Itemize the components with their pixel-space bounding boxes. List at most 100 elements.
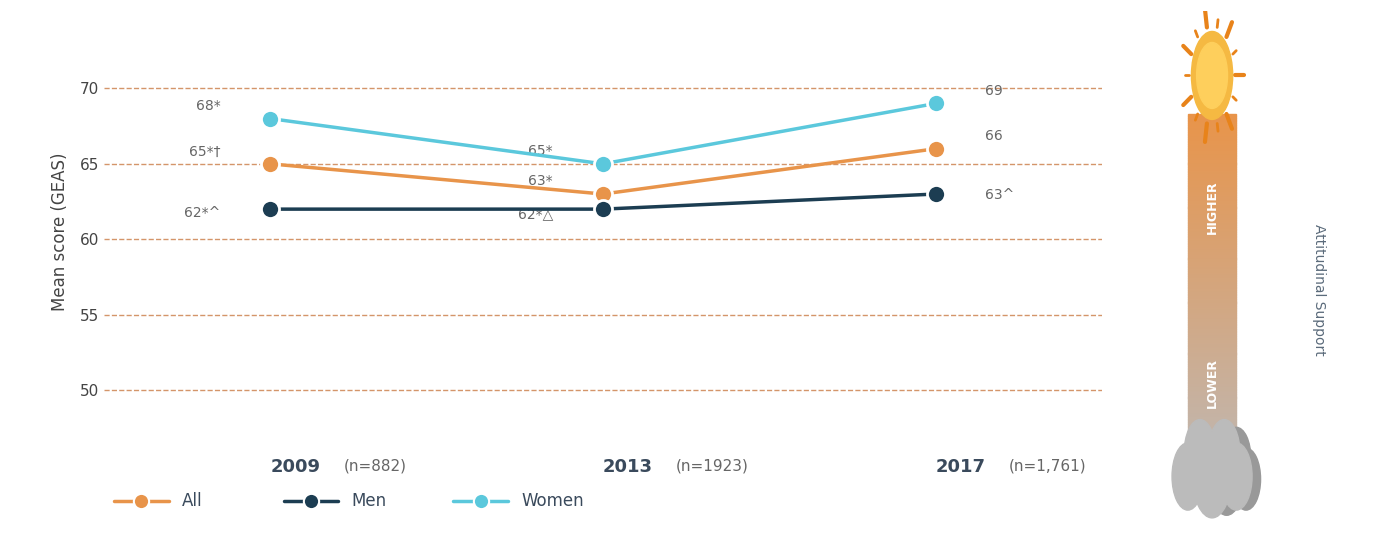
Bar [1188, 237, 1236, 239]
Bar [1188, 422, 1236, 424]
Bar [1188, 225, 1236, 227]
Bar [1188, 431, 1236, 433]
Bar [1188, 271, 1236, 273]
Bar [1188, 429, 1236, 431]
Bar [1188, 343, 1236, 345]
Bar [1188, 132, 1236, 134]
Text: All: All [182, 492, 202, 510]
Bar [1188, 326, 1236, 327]
Bar [1188, 116, 1236, 118]
Bar [1188, 434, 1236, 436]
Bar [1188, 188, 1236, 190]
Circle shape [1193, 435, 1232, 518]
Text: HIGHER: HIGHER [1206, 181, 1218, 234]
Bar [1188, 280, 1236, 281]
Bar [1188, 156, 1236, 158]
Bar [1188, 201, 1236, 202]
Bar [1188, 165, 1236, 167]
Bar [1188, 151, 1236, 153]
Bar [1188, 341, 1236, 343]
Bar [1188, 158, 1236, 160]
Bar [1188, 355, 1236, 357]
Bar [1188, 215, 1236, 216]
Circle shape [1192, 31, 1232, 120]
Bar [1188, 134, 1236, 135]
Bar [1188, 202, 1236, 204]
Bar [1188, 404, 1236, 406]
Bar [1188, 259, 1236, 260]
Bar [1188, 378, 1236, 380]
Bar [1188, 447, 1236, 448]
Circle shape [1184, 419, 1216, 487]
Bar [1188, 396, 1236, 398]
Bar [1188, 410, 1236, 412]
Bar [1188, 333, 1236, 334]
Bar [1188, 380, 1236, 382]
Bar [1188, 304, 1236, 306]
Circle shape [1209, 419, 1240, 487]
Bar [1188, 461, 1236, 462]
Bar [1188, 183, 1236, 185]
Bar [1188, 436, 1236, 438]
Bar [1188, 236, 1236, 237]
Y-axis label: Mean score (GEAS): Mean score (GEAS) [51, 153, 68, 311]
Bar [1188, 348, 1236, 350]
Bar [1188, 424, 1236, 426]
Bar [1188, 169, 1236, 170]
Bar [1188, 230, 1236, 232]
Bar [1188, 192, 1236, 194]
Circle shape [1221, 443, 1252, 510]
Bar [1188, 163, 1236, 165]
Bar [1188, 408, 1236, 410]
Bar [1188, 257, 1236, 259]
Bar [1188, 234, 1236, 236]
Text: 69: 69 [985, 84, 1003, 98]
Bar [1188, 329, 1236, 330]
Bar [1188, 213, 1236, 215]
Bar [1188, 148, 1236, 149]
Bar [1188, 452, 1236, 454]
Circle shape [1196, 43, 1228, 108]
Bar [1188, 197, 1236, 199]
Bar [1188, 127, 1236, 128]
Bar [1188, 285, 1236, 287]
Text: 66: 66 [985, 129, 1003, 143]
Bar [1188, 162, 1236, 163]
Circle shape [1222, 427, 1252, 489]
Bar [1188, 181, 1236, 183]
Bar [1188, 309, 1236, 312]
Bar [1188, 420, 1236, 422]
Bar [1188, 366, 1236, 368]
Bar [1188, 252, 1236, 253]
Bar [1188, 375, 1236, 376]
Bar [1188, 267, 1236, 269]
Bar [1188, 216, 1236, 218]
Bar [1188, 260, 1236, 262]
Bar [1188, 190, 1236, 192]
Text: Women: Women [521, 492, 584, 510]
Bar [1188, 266, 1236, 267]
Bar [1188, 288, 1236, 290]
Bar [1188, 459, 1236, 461]
Bar [1188, 199, 1236, 201]
Bar [1188, 274, 1236, 276]
Bar [1188, 241, 1236, 243]
Bar [1188, 276, 1236, 278]
Bar [1188, 417, 1236, 419]
Text: 2013: 2013 [603, 458, 653, 476]
Bar [1188, 347, 1236, 348]
Bar [1188, 139, 1236, 141]
Bar [1188, 141, 1236, 142]
Bar [1188, 306, 1236, 308]
Bar [1188, 142, 1236, 144]
Bar [1188, 302, 1236, 305]
Bar [1188, 244, 1236, 246]
Bar [1188, 368, 1236, 369]
Bar [1188, 146, 1236, 148]
Bar [1188, 371, 1236, 373]
Bar [1188, 149, 1236, 151]
Text: 65*†: 65*† [188, 144, 220, 158]
Bar [1188, 281, 1236, 283]
Bar [1188, 462, 1236, 465]
Bar [1188, 389, 1236, 390]
